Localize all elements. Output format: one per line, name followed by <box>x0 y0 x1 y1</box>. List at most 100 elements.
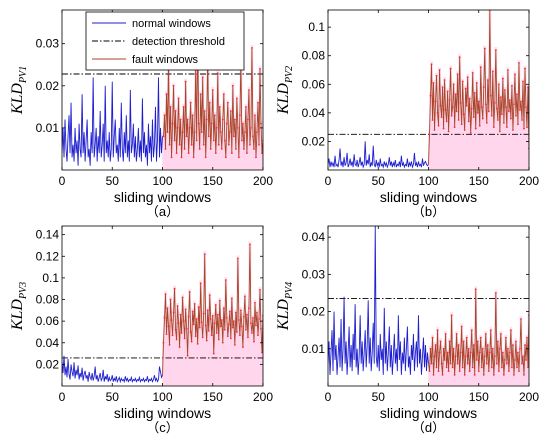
fault-point <box>250 126 252 129</box>
fault-point <box>497 370 500 373</box>
fault-point <box>447 370 450 373</box>
fault-point <box>237 319 240 321</box>
panel-c: 0 50 100 150 200 0.02 0.04 0.06 0.08 0.1 0.12 0.14 s… <box>9 225 273 435</box>
fault-point <box>429 94 432 97</box>
fault-point <box>237 156 240 159</box>
fault-point <box>215 332 218 334</box>
fault-point <box>188 291 191 293</box>
fault-point <box>445 120 448 123</box>
fault-point <box>185 327 188 330</box>
fault-point <box>182 105 185 108</box>
fault-point <box>226 335 229 338</box>
fault-point <box>202 143 205 146</box>
fault-point <box>251 332 253 334</box>
fault-point <box>218 105 221 108</box>
fault-point <box>471 71 474 74</box>
fault-point <box>526 336 528 339</box>
x-tick-label: 150 <box>203 174 223 188</box>
fault-point <box>231 84 234 87</box>
fault-point <box>518 61 520 64</box>
fault-point <box>210 122 213 125</box>
fault-point <box>243 148 245 150</box>
x-tick-label: 200 <box>253 390 273 404</box>
fault-point <box>224 156 227 159</box>
fault-point <box>223 328 226 331</box>
fault-point <box>166 131 169 134</box>
fault-point <box>442 347 445 350</box>
y-tick-label: 0.06 <box>302 77 326 91</box>
fault-point <box>171 122 174 125</box>
fault-point <box>248 89 250 91</box>
fault-point <box>453 373 456 376</box>
fault-point <box>491 70 494 73</box>
fault-point <box>205 118 208 121</box>
fault-point <box>240 139 243 142</box>
fault-point <box>256 311 258 314</box>
fault-point <box>212 139 215 142</box>
fault-point <box>441 86 444 89</box>
fault-point <box>521 119 523 121</box>
fault-point <box>516 366 518 369</box>
fault-point <box>235 331 238 333</box>
fault-point <box>246 152 248 155</box>
fault-point <box>457 119 460 121</box>
fault-point <box>189 101 192 104</box>
fault-point <box>169 105 172 108</box>
fault-point <box>449 67 452 70</box>
fault-point <box>449 362 452 365</box>
fault-point <box>477 370 480 373</box>
fault-point <box>175 338 178 341</box>
fault-point <box>477 100 480 103</box>
x-axis-label: sliding windows <box>380 405 477 421</box>
fault-point <box>447 130 450 133</box>
fault-point <box>520 100 522 103</box>
x-tick-label: 50 <box>106 174 120 188</box>
fault-point <box>509 351 511 354</box>
fault-point <box>504 106 507 109</box>
fault-point <box>482 86 485 89</box>
fault-point <box>442 127 445 130</box>
panel-caption: （a） <box>146 204 179 219</box>
fault-point <box>492 373 495 376</box>
fault-point <box>207 135 210 138</box>
fault-point <box>253 340 255 343</box>
legend: normal windows detection threshold fault w… <box>85 11 245 71</box>
fault-point <box>261 351 263 354</box>
fault-point <box>217 338 220 341</box>
fault-point <box>458 370 461 373</box>
y-tick-label: 0.02 <box>36 357 60 371</box>
fault-point <box>478 351 481 354</box>
fault-point <box>220 148 223 150</box>
fault-point <box>204 156 207 159</box>
fault-point <box>247 336 249 339</box>
fault-point <box>233 344 236 346</box>
fault-point <box>468 370 471 373</box>
fault-point <box>435 74 438 77</box>
fault-point <box>439 104 442 107</box>
fault-point <box>251 46 253 49</box>
fault-point <box>206 309 209 312</box>
fault-point <box>200 131 203 134</box>
fault-point <box>436 111 439 114</box>
fault-point <box>187 152 190 155</box>
fault-point <box>170 319 173 321</box>
fault-point <box>517 123 519 126</box>
fault-point <box>173 139 176 142</box>
fault-point <box>494 292 497 294</box>
fault-point <box>255 156 257 159</box>
fault-point <box>229 337 232 340</box>
fault-point <box>501 351 504 354</box>
fault-point <box>238 114 241 117</box>
fault-point <box>211 89 214 91</box>
fault-point <box>232 135 235 138</box>
fault-point <box>512 344 514 346</box>
fault-point <box>177 97 180 100</box>
panel-a: 0 50 100 150 200 0.01 0.02 0.03 sliding windows（… <box>9 9 273 219</box>
fault-point <box>502 373 505 376</box>
x-tick-label: 0 <box>59 390 66 404</box>
fault-point <box>465 104 468 107</box>
fault-point <box>476 111 479 114</box>
fault-markers <box>162 243 263 357</box>
legend-label: normal windows <box>132 18 211 30</box>
fault-point <box>448 99 451 101</box>
